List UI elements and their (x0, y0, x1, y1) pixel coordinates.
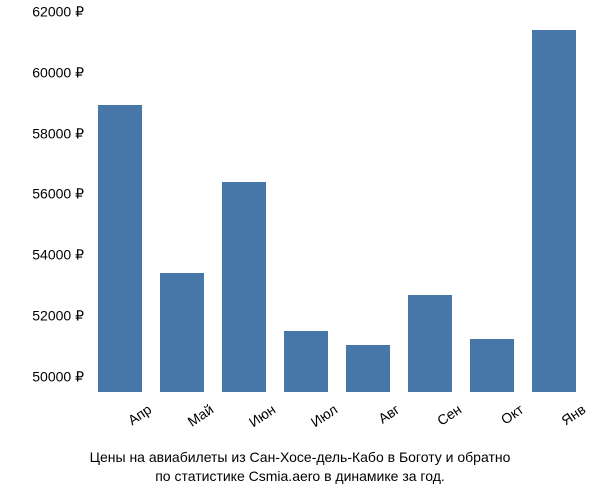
bar (160, 273, 204, 392)
x-tick-label: Янв (540, 396, 589, 439)
y-tick-label: 58000 ₽ (32, 125, 84, 142)
bar (98, 105, 142, 392)
bar (532, 30, 576, 392)
bar (408, 295, 452, 392)
y-tick-label: 62000 ₽ (32, 4, 84, 21)
x-tick-label: Июн (230, 396, 279, 439)
bar (346, 345, 390, 392)
price-bar-chart: 50000 ₽ 52000 ₽ 54000 ₽ 56000 ₽ 58000 ₽ 60000… (0, 0, 600, 500)
y-tick-label: 54000 ₽ (32, 247, 84, 264)
bar (222, 182, 266, 392)
y-axis: 50000 ₽ 52000 ₽ 54000 ₽ 56000 ₽ 58000 ₽ 60000… (0, 12, 90, 392)
y-tick-label: 52000 ₽ (32, 308, 84, 325)
x-tick-label: Сен (416, 396, 465, 439)
x-tick-label: Авг (354, 396, 403, 439)
bar (284, 331, 328, 392)
x-tick-label: Апр (106, 396, 155, 439)
x-labels-container: АпрМайИюнИюлАвгСенОктЯнв (90, 396, 588, 418)
caption-line-1: Цены на авиабилеты из Сан-Хосе-дель-Кабо… (90, 449, 511, 465)
chart-caption: Цены на авиабилеты из Сан-Хосе-дель-Кабо… (0, 448, 600, 486)
y-tick-label: 56000 ₽ (32, 186, 84, 203)
y-tick-label: 60000 ₽ (32, 64, 84, 81)
bars-container (90, 12, 588, 392)
caption-line-2: по статистике Csmia.aero в динамике за г… (155, 468, 445, 484)
bar (470, 339, 514, 392)
x-axis: АпрМайИюнИюлАвгСенОктЯнв (90, 396, 580, 446)
x-tick-label: Июл (292, 396, 341, 439)
plot-area (90, 12, 580, 392)
x-tick-label: Май (168, 396, 217, 439)
y-tick-label: 50000 ₽ (32, 368, 84, 385)
x-tick-label: Окт (478, 396, 527, 439)
